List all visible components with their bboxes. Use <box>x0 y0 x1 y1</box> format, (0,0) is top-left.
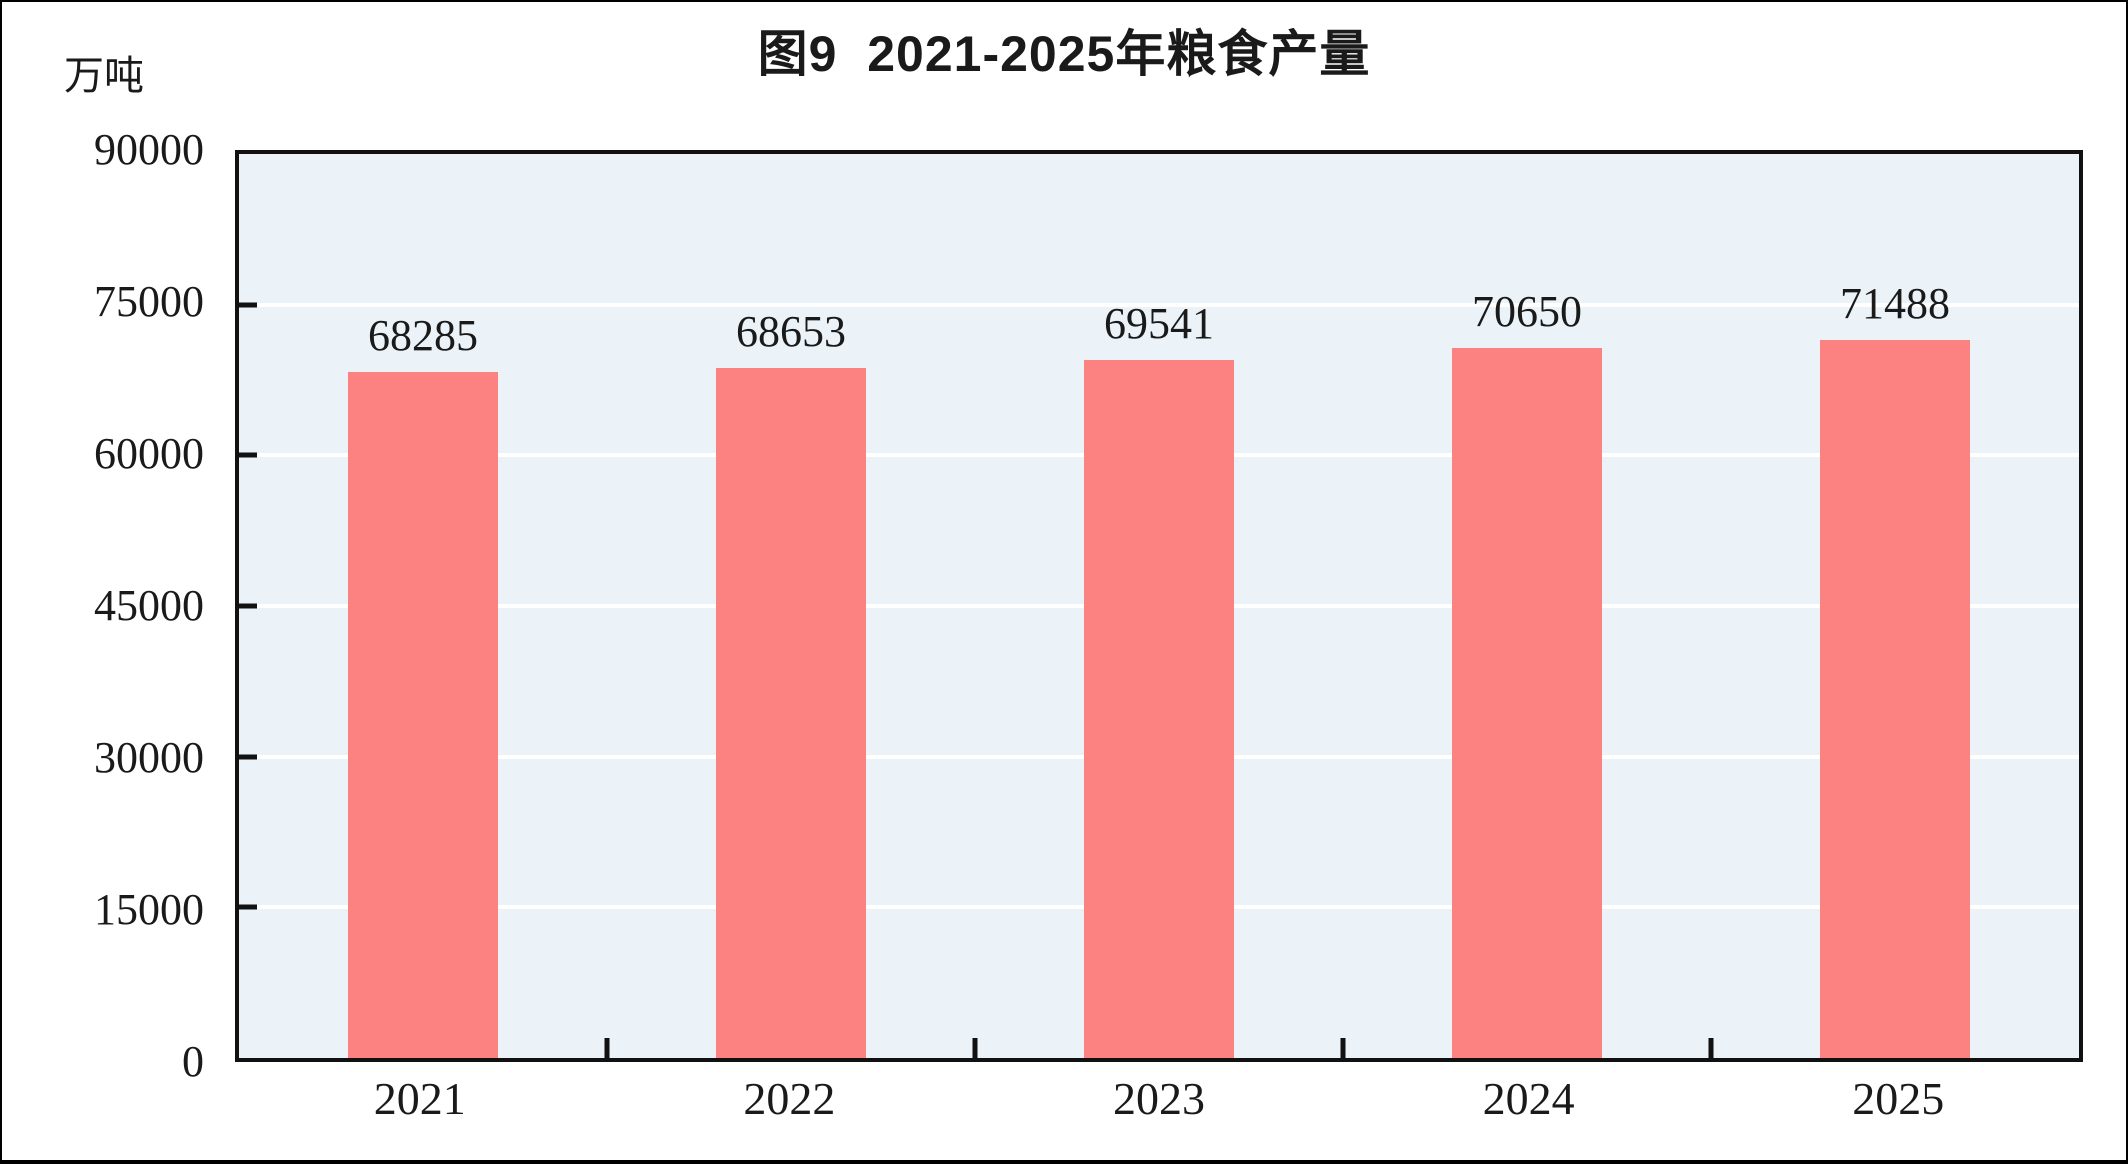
x-axis-tick <box>1340 1038 1346 1058</box>
bar-value-label: 71488 <box>1840 278 1950 328</box>
x-tick-label: 2023 <box>1113 1073 1205 1124</box>
y-axis-tick <box>239 452 257 458</box>
x-tick-label: 2024 <box>1482 1073 1575 1124</box>
bar-value-label: 68285 <box>368 311 478 361</box>
y-tick-label: 60000 <box>94 428 204 478</box>
bar-value-label: 68653 <box>736 307 846 357</box>
bar-value-label: 70650 <box>1472 287 1582 337</box>
x-tick-label: 2022 <box>743 1073 836 1124</box>
chart-title: 图9 2021-2025年粮食产量 <box>757 26 1371 82</box>
bar <box>716 368 866 1058</box>
x-tick-label: 2025 <box>1852 1073 1945 1124</box>
y-axis-tick <box>239 904 257 910</box>
y-tick-label: 90000 <box>94 125 204 174</box>
bar <box>1084 359 1234 1058</box>
x-axis-labels: 2021 2022 2023 2024 2025 <box>235 1070 2083 1142</box>
y-axis-tick <box>239 302 257 308</box>
y-tick-label: 45000 <box>94 581 204 630</box>
plot-area: 68285 68653 69541 70650 71488 <box>235 150 2083 1062</box>
bar <box>1820 339 1970 1058</box>
bar-value-label: 69541 <box>1104 298 1214 348</box>
bar <box>348 372 498 1058</box>
x-axis-tick <box>604 1038 610 1058</box>
x-tick-label: 2021 <box>373 1073 466 1124</box>
y-axis-tick <box>239 603 257 609</box>
y-tick-label: 30000 <box>94 732 204 782</box>
y-axis-labels: 0 15000 30000 45000 60000 75000 90000 <box>2 128 204 1084</box>
y-axis-tick <box>239 754 257 760</box>
x-axis-tick <box>972 1038 978 1058</box>
y-tick-label: 75000 <box>94 276 204 326</box>
y-axis-unit-label: 万吨 <box>64 53 144 98</box>
gridline <box>239 302 2079 307</box>
y-tick-label: 15000 <box>94 885 204 934</box>
y-tick-label: 0 <box>182 1037 204 1086</box>
bar <box>1452 348 1602 1058</box>
x-axis-tick <box>1708 1038 1714 1058</box>
